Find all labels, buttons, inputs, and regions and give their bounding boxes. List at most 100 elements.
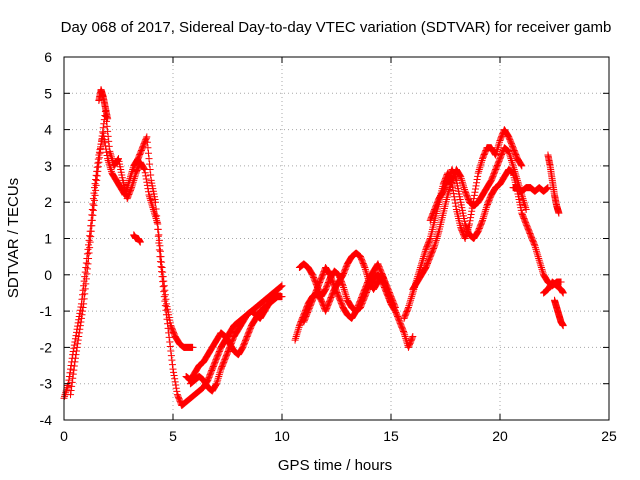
data-point (82, 275, 90, 283)
data-point (147, 198, 155, 206)
series-arc-11 (509, 184, 552, 195)
data-point (361, 264, 369, 272)
data-point (95, 158, 103, 166)
data-point (105, 142, 113, 150)
data-point (66, 369, 74, 377)
data-point (381, 280, 389, 288)
data-point (70, 366, 78, 374)
series-arc-4 (186, 289, 282, 395)
data-point (539, 267, 547, 275)
data-point (153, 216, 161, 224)
data-point (63, 383, 71, 391)
data-point (362, 267, 370, 275)
data-point (379, 273, 387, 281)
data-point (420, 251, 428, 259)
data-point (407, 294, 415, 302)
data-point (74, 340, 82, 348)
data-point (64, 382, 72, 390)
data-point (480, 213, 488, 221)
data-point (530, 240, 538, 248)
data-point (214, 376, 222, 384)
data-point (380, 278, 388, 286)
data-point (140, 165, 148, 173)
data-point (152, 213, 160, 221)
data-point (492, 151, 500, 159)
data-point (86, 244, 94, 252)
data-point (473, 176, 481, 184)
data-point (480, 211, 488, 219)
data-point (342, 293, 350, 301)
data-point (160, 277, 168, 285)
data-point (533, 249, 541, 257)
data-point (452, 202, 460, 210)
data-point (136, 238, 144, 246)
series-arc-15 (95, 86, 112, 123)
data-point (472, 182, 480, 190)
data-point (65, 372, 73, 380)
data-point (150, 207, 158, 215)
data-point (161, 291, 169, 299)
data-point (107, 166, 115, 174)
series-arc-10 (426, 166, 565, 290)
data-point (88, 205, 96, 213)
data-point (278, 293, 286, 301)
data-point (420, 253, 428, 261)
data-point (495, 138, 503, 146)
data-point (360, 262, 368, 270)
data-point (382, 284, 390, 292)
data-point (147, 171, 155, 179)
data-point (474, 169, 482, 177)
data-point (507, 156, 515, 164)
data-point (213, 378, 221, 386)
data-point (130, 176, 138, 184)
data-point (467, 214, 475, 222)
data-point (128, 182, 136, 190)
data-point (470, 191, 478, 199)
data-point (104, 132, 112, 140)
data-point (149, 204, 157, 212)
data-point (88, 222, 96, 230)
data-point (142, 134, 150, 142)
data-point (144, 185, 152, 193)
series-arc-9 (409, 144, 530, 293)
data-point (170, 372, 178, 380)
data-point (131, 173, 139, 181)
data-point (555, 209, 563, 217)
x-tick-labels: 0 5 10 15 20 25 (60, 428, 617, 444)
y-tick-label: -1 (40, 303, 53, 319)
data-point (86, 238, 94, 246)
data-point (434, 229, 442, 237)
data-point (83, 250, 91, 258)
data-point (518, 162, 526, 170)
data-point (216, 369, 224, 377)
data-point (129, 178, 137, 186)
data-point (104, 127, 112, 135)
data-point (478, 156, 486, 164)
data-point (493, 147, 501, 155)
data-point (338, 280, 346, 288)
y-tick-label: 1 (44, 231, 52, 247)
data-point (90, 201, 98, 209)
x-tick-label: 25 (601, 428, 617, 444)
data-point (477, 158, 485, 166)
data-point (493, 146, 501, 154)
data-point (478, 218, 486, 226)
data-point (481, 207, 489, 215)
data-point (508, 158, 516, 166)
data-point (506, 153, 514, 161)
data-point (536, 258, 544, 266)
data-point (149, 205, 157, 213)
data-point (418, 260, 426, 268)
data-point (386, 296, 394, 304)
data-point (494, 144, 502, 152)
data-point (385, 293, 393, 301)
data-point (406, 300, 414, 308)
data-point (468, 207, 476, 215)
data-point (74, 336, 82, 344)
data-point (155, 236, 163, 244)
data-point (94, 163, 102, 171)
data-point (405, 302, 413, 310)
data-point (444, 189, 452, 197)
data-point (294, 325, 302, 333)
